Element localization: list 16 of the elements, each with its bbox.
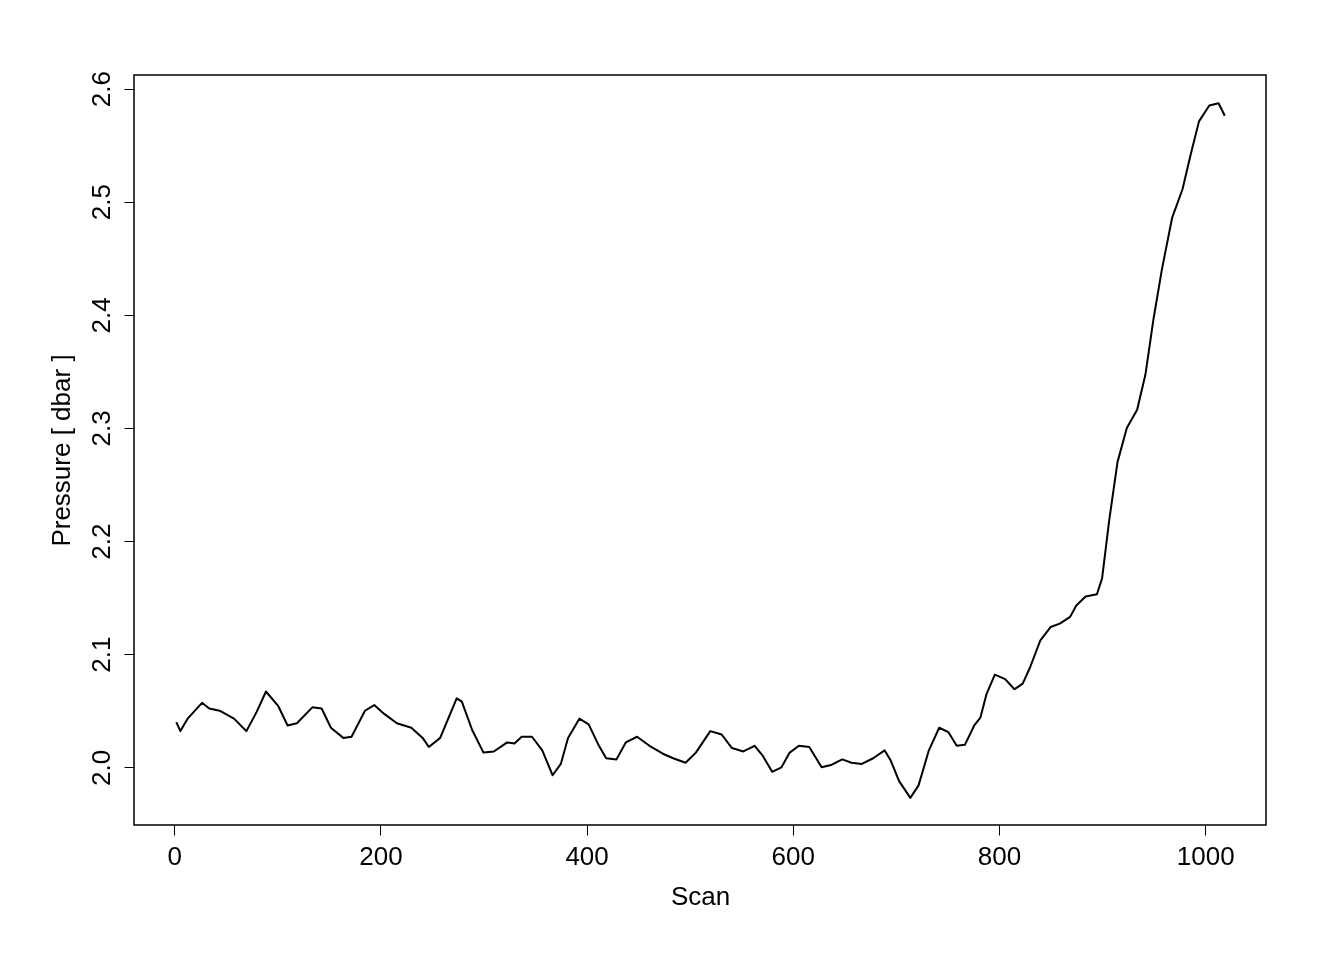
y-tick-label: 2.6 (85, 71, 116, 108)
y-tick-label: 2.4 (85, 297, 116, 334)
y-tick-label: 2.5 (85, 184, 116, 221)
x-axis-title: Scan (670, 880, 731, 911)
x-tick-label: 0 (167, 840, 182, 871)
y-tick-label: 2.3 (85, 410, 116, 447)
x-tick-label: 200 (359, 840, 403, 871)
y-tick-label: 2.0 (85, 749, 116, 786)
x-tick-label: 600 (771, 840, 815, 871)
y-tick-label: 2.1 (85, 636, 116, 673)
x-tick-label: 400 (565, 840, 609, 871)
line-series (175, 102, 1226, 799)
x-tick-label: 1000 (1176, 840, 1235, 871)
y-axis-title: Pressure [ dbar ] (45, 354, 76, 547)
y-tick-label: 2.2 (85, 523, 116, 560)
x-tick-label: 800 (977, 840, 1022, 871)
